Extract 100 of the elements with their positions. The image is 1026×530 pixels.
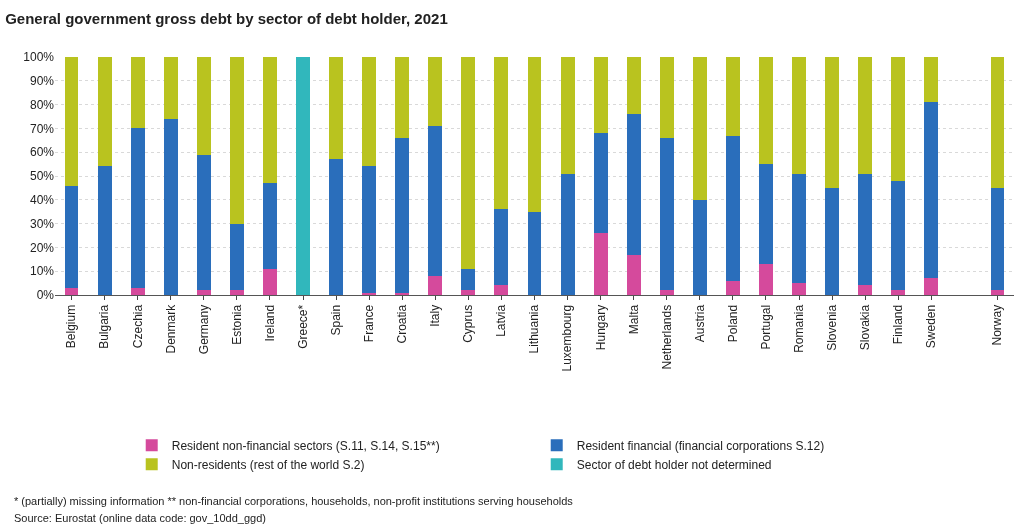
x-tick-label: Estonia xyxy=(229,304,244,345)
bar xyxy=(494,285,509,295)
y-tick-label: 20% xyxy=(29,240,55,255)
bar xyxy=(659,137,674,291)
bar xyxy=(296,57,310,295)
bar xyxy=(97,57,112,167)
x-tick-label: Cyprus xyxy=(461,304,476,343)
bar xyxy=(858,173,873,286)
bar xyxy=(924,278,939,295)
bar xyxy=(494,57,509,210)
bar xyxy=(461,290,476,295)
legend-label: Resident non-financial sectors (S.11, S.14, S.15**) xyxy=(171,438,440,453)
x-tick-label: Malta xyxy=(626,304,641,335)
bar xyxy=(263,57,277,184)
bar xyxy=(560,57,575,174)
y-tick-label: 30% xyxy=(29,216,55,231)
x-tick-label: Latvia xyxy=(494,304,509,337)
bar xyxy=(759,57,773,165)
y-tick-label: 10% xyxy=(29,264,55,279)
bar xyxy=(593,233,608,295)
bar xyxy=(924,57,939,103)
x-tick-label: Ireland xyxy=(262,304,277,342)
x-tick-label: Czechia xyxy=(130,304,145,349)
bar xyxy=(163,118,178,295)
bar xyxy=(196,290,211,295)
bar xyxy=(626,57,641,115)
bar xyxy=(825,57,840,188)
y-tick-label: 50% xyxy=(29,169,55,184)
x-tick-label: Italy xyxy=(428,304,443,327)
x-tick-label: Germany xyxy=(196,304,211,355)
x-tick-label: Austria xyxy=(692,304,707,343)
bar xyxy=(428,275,443,295)
x-tick-label: France xyxy=(362,304,377,343)
bar xyxy=(263,268,277,295)
bar xyxy=(362,166,377,293)
bar xyxy=(229,57,244,224)
text: * (partially) missing information ** non-financial corporations, households, non-profit institutions serving households xyxy=(14,495,574,507)
bar xyxy=(692,57,707,200)
legend-label: Sector of debt holder not determined xyxy=(576,457,772,472)
x-tick-label: Belgium xyxy=(64,304,79,349)
bar xyxy=(560,173,575,295)
bar xyxy=(626,114,641,255)
bar xyxy=(395,137,410,293)
bar xyxy=(858,57,873,174)
y-tick-label: 70% xyxy=(29,121,55,136)
bar xyxy=(725,135,740,281)
bar xyxy=(97,166,112,295)
bar xyxy=(527,57,542,212)
x-tick-label: Denmark xyxy=(163,303,178,354)
bar xyxy=(428,126,443,276)
bar xyxy=(593,57,608,134)
bar xyxy=(494,209,509,286)
x-tick-label: Poland xyxy=(725,304,740,343)
bar xyxy=(64,287,79,295)
bar xyxy=(130,287,145,295)
bar xyxy=(692,199,707,295)
bar xyxy=(626,254,641,295)
chart-title: General government gross debt by sector of debt holder, 2021 xyxy=(5,9,448,27)
bar xyxy=(825,187,840,295)
bar xyxy=(990,187,1005,291)
legend-label: Resident financial (financial corporations S.12) xyxy=(576,438,825,453)
bar xyxy=(593,133,608,234)
bar xyxy=(362,57,377,167)
bar xyxy=(229,290,244,295)
bar xyxy=(329,57,344,160)
bar xyxy=(725,280,740,295)
bar xyxy=(759,164,773,265)
bar xyxy=(329,159,344,295)
x-tick-label: Slovakia xyxy=(858,304,873,351)
bar xyxy=(891,57,906,181)
x-tick-label: Luxembourg xyxy=(560,304,575,372)
bar xyxy=(659,290,674,295)
bar xyxy=(527,211,542,295)
bar xyxy=(792,283,806,295)
bar xyxy=(792,57,806,174)
bar xyxy=(130,128,145,288)
x-tick-label: Norway xyxy=(990,304,1005,346)
y-tick-label: 90% xyxy=(29,74,55,88)
bar xyxy=(428,57,443,127)
x-tick-label: Lithuania xyxy=(527,304,542,354)
bar xyxy=(659,57,674,138)
bar xyxy=(395,57,410,138)
bar xyxy=(891,180,906,291)
x-tick-label: Hungary xyxy=(593,304,608,351)
legend-label: Non-residents (rest of the world S.2) xyxy=(171,457,365,472)
x-tick-label: Sweden xyxy=(924,304,939,349)
bar xyxy=(64,185,79,288)
x-tick-label: Greece* xyxy=(295,304,310,349)
x-tick-label: Spain xyxy=(328,304,343,336)
bar xyxy=(990,290,1005,295)
y-tick-label: 60% xyxy=(29,145,55,160)
bar xyxy=(461,57,476,269)
x-tick-label: Slovenia xyxy=(825,304,840,351)
bar xyxy=(924,102,939,279)
bar xyxy=(725,57,740,136)
bar xyxy=(891,290,906,295)
bar xyxy=(759,264,773,295)
x-tick-label: Bulgaria xyxy=(97,304,112,349)
bar xyxy=(229,223,244,291)
x-tick-label: Portugal xyxy=(758,304,773,350)
